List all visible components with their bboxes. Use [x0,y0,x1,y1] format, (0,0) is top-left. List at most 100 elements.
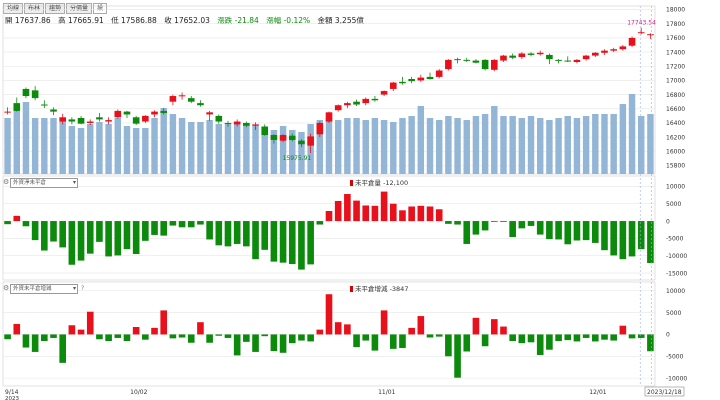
volume-bar [546,120,553,174]
change-bar [197,322,204,335]
change-bar [435,334,443,337]
candle-body [41,104,48,106]
tab-bollinger[interactable]: 布林 [24,3,45,14]
change-bar [472,317,480,335]
change-bar [490,319,498,335]
candle-body [233,121,241,125]
position-bar [243,221,250,247]
candle-body [169,96,177,102]
change-bar [389,334,397,349]
volume-bar [224,124,232,174]
candle-body [344,103,351,106]
position-bar [123,221,131,250]
volume-bar [408,116,415,174]
position-bar [105,221,112,257]
panel2-selector[interactable]: 外資淨未平倉 [10,178,78,188]
price-panel-y-tick-label: 17600 [666,35,685,42]
candle-body [142,115,149,122]
position-bar [564,221,572,245]
volume-bar [105,124,112,174]
tab-volume-profile[interactable]: 分價量 [66,3,93,14]
candle-body [123,111,131,115]
change-bar [582,334,590,338]
gear-icon[interactable]: ⚙ [3,284,10,292]
volume-bar [132,128,140,174]
candle-body [206,112,213,115]
price-panel-y-tick-label: 16800 [666,92,685,99]
volume-bar [573,118,581,174]
position-panel-y-tick-label: 0 [666,218,670,225]
change-bar [187,334,195,343]
position-bar [132,221,140,254]
position-bar [380,191,388,222]
position-bar [389,203,397,222]
change-bar [500,326,507,335]
tab-trend[interactable]: 趨勢 [45,3,66,14]
change-bar [178,334,186,338]
candle-body [151,111,158,115]
candle-body [288,135,296,140]
panel3-selector[interactable]: 外資未平倉增減 [10,284,78,294]
position-bar [344,194,351,222]
position-bar [68,221,76,265]
volume-bar [445,116,452,174]
volume-bar [472,116,480,174]
gear-icon[interactable]: ⚙ [3,178,10,186]
change-bar [215,334,223,336]
change-bar [31,334,39,352]
position-bar [4,221,11,225]
volume-bar [261,128,268,174]
position-bar [151,221,158,235]
position-bar [417,205,425,222]
change-bar [518,334,526,344]
candle-body [610,49,617,51]
change-bar [279,334,287,353]
candle-body [619,46,627,50]
x-tick-label: 12/01 [589,389,606,396]
volume-bar [279,126,287,174]
volume-bar [197,122,204,174]
indicator-tabs: 均線 布林 趨勢 分價量 設 [3,3,108,14]
candle-body [4,111,11,113]
position-bar [86,221,94,254]
position-bar [490,221,498,222]
position-bar [325,211,333,222]
tab-settings[interactable]: 設 [93,3,108,14]
change-bar [509,334,516,341]
volume-bar [31,118,39,174]
change-bar [619,325,627,335]
volume-bar [252,126,259,174]
change-bar [371,334,379,351]
change-bar [555,334,562,341]
cursor-date-label: 2023/12/18 [647,389,682,396]
candle-body [527,53,535,55]
position-bar [187,221,195,228]
help-icon[interactable]: ? [81,285,85,292]
change-bar [454,334,461,378]
candle-body [77,118,85,124]
change-bar [353,334,360,348]
candle-body [261,126,269,136]
position-panel-y-tick-label: -15000 [666,270,687,277]
panel2-legend-text: 未平倉量 -12,100 [355,179,409,187]
ohlc-readout: 開 17637.86 高 17665.91 低 17586.88 收 17652… [5,15,369,26]
candle-body [389,82,397,89]
position-bar [573,221,581,241]
change-bar [481,334,489,347]
change-bar [105,334,112,341]
tab-ma[interactable]: 均線 [3,3,24,14]
candle-body [215,115,223,122]
volume-bar [334,120,342,174]
change-bar [224,334,232,338]
x-year-label: 2023 [5,396,19,400]
volume-bar [316,120,324,174]
candle-body [601,50,608,53]
panel3-legend: 未平倉增減 -3847 [350,283,408,293]
volume-bar [380,120,388,174]
position-bar [426,206,434,222]
position-bar [509,221,516,238]
candle-body [500,55,507,61]
volume-bar [41,118,48,174]
volume-bar [399,118,406,174]
price-panel-y-tick-label: 15800 [666,163,685,170]
